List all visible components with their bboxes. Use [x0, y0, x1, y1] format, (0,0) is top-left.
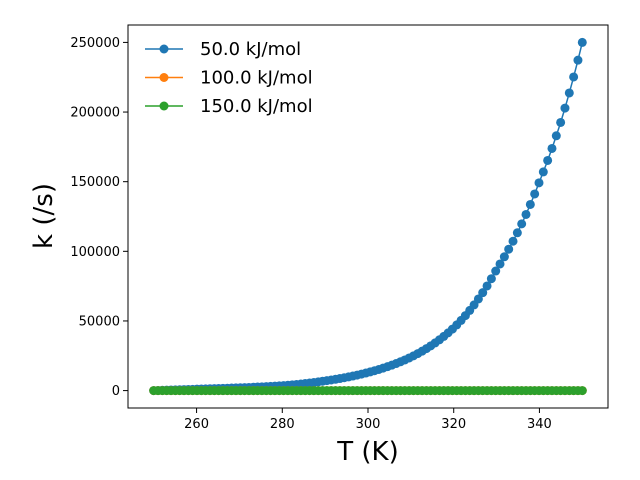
data-point — [491, 266, 501, 276]
data-point — [486, 274, 496, 284]
data-point — [478, 288, 488, 298]
legend-label: 100.0 kJ/mol — [200, 68, 313, 89]
data-point — [560, 103, 570, 113]
legend-marker — [159, 101, 169, 111]
data-point — [504, 244, 514, 254]
data-point — [564, 88, 574, 98]
data-point — [508, 236, 518, 246]
x-axis-ticks: 260 280 300 320 340 — [184, 408, 552, 432]
data-point — [569, 72, 579, 82]
x-tick-label: 260 — [184, 417, 209, 432]
legend-label: 50.0 kJ/mol — [200, 39, 301, 60]
series-layer — [149, 37, 587, 396]
x-tick-label: 280 — [270, 417, 295, 432]
legend-item: 100.0 kJ/mol — [145, 68, 313, 89]
y-axis-ticks: 0 50000 100000 150000 200000 250000 — [70, 36, 128, 399]
x-axis-label: T (K) — [336, 437, 398, 467]
y-tick-label: 100000 — [70, 245, 120, 260]
y-axis-label: k (/s) — [29, 183, 59, 249]
legend-label: 150.0 kJ/mol — [200, 96, 313, 117]
data-point — [543, 155, 553, 165]
data-point — [482, 281, 492, 291]
y-tick-label: 0 — [112, 384, 120, 399]
data-point — [556, 117, 566, 127]
data-point — [577, 37, 587, 47]
legend-marker — [159, 44, 169, 54]
data-point — [573, 55, 583, 65]
data-point — [512, 228, 522, 238]
x-tick-label: 300 — [356, 417, 381, 432]
data-point — [495, 259, 505, 269]
y-tick-label: 150000 — [70, 175, 120, 190]
legend: 50.0 kJ/mol 100.0 kJ/mol 150.0 kJ/mol — [145, 39, 313, 117]
y-tick-label: 200000 — [70, 106, 120, 121]
x-tick-label: 340 — [527, 417, 552, 432]
legend-marker — [159, 73, 169, 82]
data-point — [517, 219, 527, 229]
data-point — [521, 209, 531, 219]
y-tick-label: 50000 — [79, 314, 120, 329]
data-point — [534, 178, 544, 188]
data-point — [525, 199, 535, 209]
series-3 — [149, 386, 587, 396]
data-point — [577, 386, 587, 396]
data-point — [551, 131, 561, 141]
data-point — [538, 167, 548, 177]
legend-item: 150.0 kJ/mol — [145, 96, 313, 117]
y-tick-label: 250000 — [70, 36, 120, 51]
x-tick-label: 320 — [441, 417, 466, 432]
data-point — [530, 189, 540, 199]
data-point — [473, 294, 483, 304]
data-point — [547, 143, 557, 153]
legend-item: 50.0 kJ/mol — [145, 39, 301, 60]
data-point — [499, 252, 509, 262]
